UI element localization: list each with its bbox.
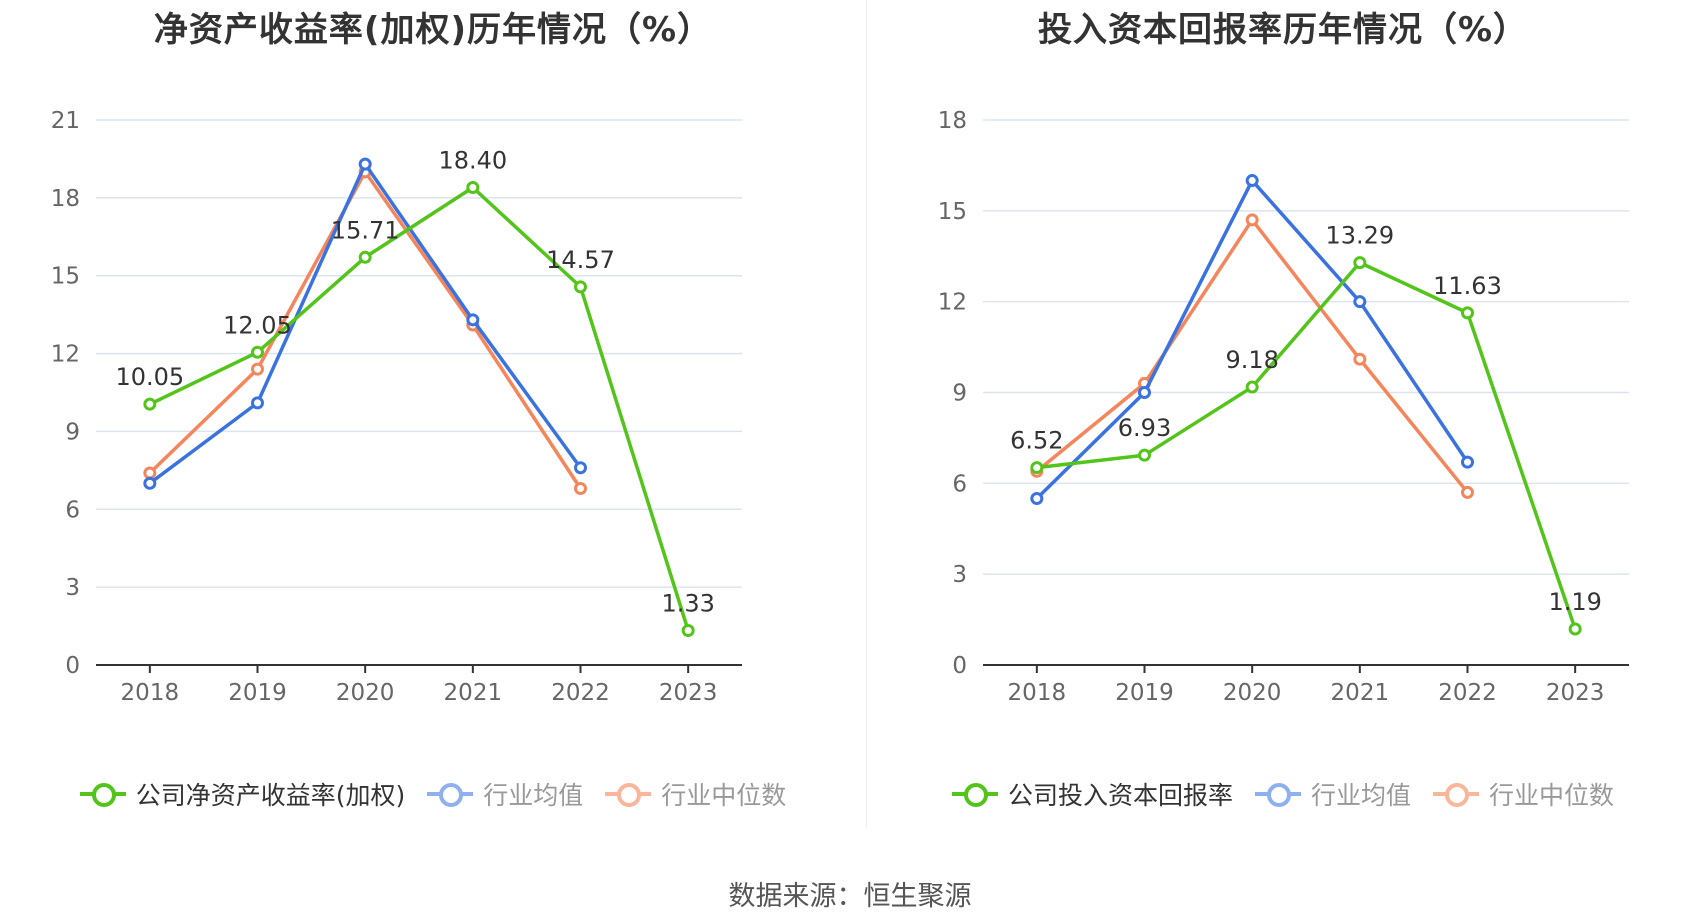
average-series-point[interactable] [574,461,587,475]
legend-label: 公司投入资本回报率 [1007,781,1233,810]
company-series-point[interactable] [143,397,157,411]
x-tick-label: 2019 [228,680,287,706]
average-series-point[interactable] [1461,455,1474,469]
x-tick-label: 2022 [551,680,610,706]
y-tick-label: 3 [952,562,967,588]
data-source-note: 数据来源：恒生聚源 [728,881,972,912]
average-series-line [1035,178,1469,500]
legend-item-company[interactable]: 公司投入资本回报率 [951,776,1233,812]
y-tick-label: 9 [65,419,80,445]
y-tick-label: 12 [51,342,80,368]
company-series-point[interactable] [1353,256,1367,270]
x-tick-label: 2018 [1008,680,1067,706]
x-tick-label: 2023 [1546,680,1605,706]
y-tick-label: 18 [938,108,967,134]
legend-item-average[interactable]: 行业均值 [1254,776,1411,812]
data-label: 18.40 [438,146,507,174]
roe-line-chart: 0 3 6 9 12 15 18 21 2018 2019 2020 2021 2022 2023 10.0… [51,108,742,706]
legend-label: 行业中位数 [661,781,787,810]
average-series-point[interactable] [1245,174,1259,188]
median-series-point[interactable] [143,466,157,480]
data-label: 12.05 [223,311,292,339]
data-label: 6.93 [1118,414,1171,442]
legend-company-swatch-icon [951,782,998,807]
company-series-point[interactable] [681,623,695,637]
company-series-line [1036,260,1577,630]
legend-item-median[interactable]: 行业中位数 [605,776,786,812]
chart-panel-roe: 净资产收益率(加权)历年情况（%） 0 3 6 9 12 15 18 21 2018 2019 20… [0,0,866,830]
average-series-line [148,162,582,485]
x-tick-label: 2023 [659,680,718,706]
company-series-point[interactable] [1138,448,1151,462]
data-label: 10.05 [115,363,184,391]
legend-item-company[interactable]: 公司净资产收益率(加权) [79,776,406,812]
y-tick-label: 12 [938,290,967,316]
legend-company-swatch-icon [79,782,126,807]
legend-label: 行业中位数 [1489,781,1615,810]
legend-item-median[interactable]: 行业中位数 [1433,776,1614,812]
x-tick-label: 2021 [1331,680,1390,706]
data-label: 1.19 [1548,588,1601,616]
data-label: 13.29 [1325,222,1394,250]
y-tick-label: 0 [952,653,967,679]
panel-divider [866,0,867,828]
legend-label: 公司净资产收益率(加权) [135,781,406,810]
median-series-point[interactable] [1245,213,1259,227]
x-tick-label: 2021 [444,680,503,706]
data-label: 15.71 [331,216,400,244]
legend-median-swatch-icon [1433,782,1479,807]
median-series-point[interactable] [1461,485,1474,499]
average-series-point[interactable] [1030,491,1044,505]
x-tick-label: 2019 [1115,680,1174,706]
y-tick-label: 3 [65,575,80,601]
median-series-point[interactable] [574,482,587,496]
chart-legend: 公司投入资本回报率 行业均值 行业中位数 [866,776,1700,812]
company-series-point[interactable] [1030,461,1044,475]
x-tick-label: 2018 [121,680,180,706]
data-label: 1.33 [661,589,714,617]
average-series-point[interactable] [466,313,480,327]
data-label: 6.52 [1010,427,1063,455]
company-series-point[interactable] [251,345,264,359]
average-series-point[interactable] [1353,295,1367,309]
chart-title: 净资产收益率(加权)历年情况（%） [153,10,713,50]
roic-line-chart: 0 3 6 9 12 15 18 2018 2019 2020 2021 2022 2023 6.52 6.… [938,108,1629,706]
x-tick-label: 2022 [1438,680,1497,706]
company-series-point[interactable] [1245,380,1259,394]
y-tick-label: 15 [938,199,967,225]
median-series-point[interactable] [1353,352,1367,366]
legend-average-swatch-icon [427,782,474,807]
chart-title: 投入资本回报率历年情况（%） [1037,10,1529,50]
y-tick-label: 6 [65,497,80,523]
average-series-point[interactable] [143,476,157,490]
y-tick-label: 15 [51,264,80,290]
chart-legend: 公司净资产收益率(加权) 行业均值 行业中位数 [0,776,866,812]
legend-label: 行业均值 [1310,781,1411,810]
y-tick-label: 21 [51,108,80,134]
data-label: 9.18 [1225,346,1278,374]
legend-median-swatch-icon [605,782,652,807]
company-series-line [149,185,690,632]
y-tick-label: 9 [952,381,967,407]
median-series-point[interactable] [251,362,264,376]
chart-panel-roic: 投入资本回报率历年情况（%） 0 3 6 9 12 15 18 2018 2019 2020 202… [866,0,1700,830]
x-tick-label: 2020 [1223,680,1282,706]
average-series-point[interactable] [251,396,264,410]
company-series-point[interactable] [358,250,372,264]
company-series-point[interactable] [466,180,480,194]
x-tick-label: 2020 [336,680,395,706]
company-series-point[interactable] [574,280,587,294]
legend-item-average[interactable]: 行业均值 [427,776,583,812]
y-tick-label: 6 [952,471,967,497]
company-series-point[interactable] [1461,306,1474,320]
average-series-point[interactable] [1138,386,1151,399]
average-series-point[interactable] [358,157,372,171]
legend-average-swatch-icon [1254,782,1301,807]
y-tick-label: 0 [65,653,80,679]
data-label: 14.57 [546,246,615,274]
legend-label: 行业均值 [483,781,584,810]
company-series-point[interactable] [1568,622,1582,636]
data-label: 11.63 [1433,272,1502,300]
y-tick-label: 18 [51,186,80,212]
